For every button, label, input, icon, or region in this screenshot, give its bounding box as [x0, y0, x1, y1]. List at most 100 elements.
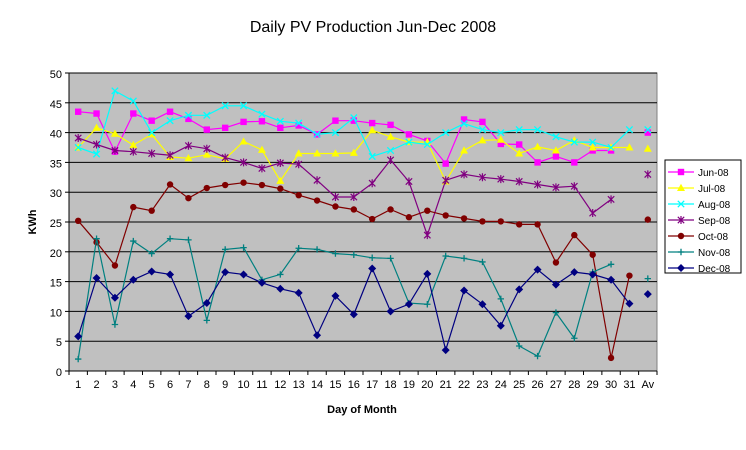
data-point [350, 117, 358, 124]
x-tick-label: 18 [384, 379, 396, 391]
data-point [404, 300, 413, 309]
data-point [368, 126, 377, 134]
x-tick-label: 20 [421, 379, 433, 391]
data-point [644, 170, 652, 179]
data-point [203, 144, 211, 153]
data-point [424, 301, 431, 308]
legend-box [664, 159, 742, 274]
y-tick-label: 25 [50, 218, 62, 230]
x-tick-label: 2 [94, 379, 100, 391]
data-point [460, 255, 468, 262]
series-aug-08 [74, 87, 652, 161]
data-point [478, 136, 487, 144]
series-layer [74, 87, 652, 363]
data-point [552, 309, 560, 316]
data-point [368, 215, 376, 223]
data-point [588, 270, 597, 279]
x-tick-label: 16 [348, 379, 360, 391]
data-point [148, 250, 155, 257]
legend-label: Nov-08 [698, 248, 731, 259]
data-point [92, 123, 101, 131]
data-point [332, 117, 339, 124]
data-point [460, 170, 468, 179]
data-point [277, 124, 284, 132]
legend-item: Nov-08 [668, 248, 731, 259]
x-tick-label: 9 [222, 379, 228, 391]
series-line [77, 238, 612, 360]
data-point [221, 102, 229, 110]
data-point [129, 147, 137, 156]
data-point [295, 160, 303, 169]
data-point [240, 179, 247, 186]
legend-marker [677, 200, 685, 208]
data-point [74, 133, 82, 142]
data-point [92, 140, 101, 149]
data-point [257, 145, 266, 153]
data-point [625, 125, 634, 134]
data-point [350, 114, 358, 122]
data-point [460, 215, 468, 222]
data-point [515, 125, 523, 134]
data-point [534, 221, 541, 228]
data-point [424, 207, 431, 214]
data-point [294, 149, 303, 157]
data-point [387, 206, 394, 213]
x-tick-label: 19 [403, 379, 415, 391]
x-tick-label: 6 [167, 379, 173, 391]
data-point [276, 117, 284, 125]
data-point [221, 124, 229, 132]
data-point [74, 332, 83, 341]
legend: Jun-08 Jul-08 Aug-08 Sep-08 Oct-08 Nov-08 Dec-… [664, 159, 742, 275]
data-point [331, 291, 340, 300]
x-tick-label: 24 [495, 379, 507, 391]
data-point [478, 173, 487, 182]
data-point [130, 203, 137, 211]
data-point [405, 214, 413, 221]
data-point [497, 218, 505, 225]
data-point [221, 268, 230, 277]
x-tick-label: Av [641, 379, 654, 391]
data-point [129, 140, 138, 149]
x-axis-title: Day of Month [327, 404, 397, 416]
x-tick-label: 7 [185, 379, 191, 391]
data-point [551, 280, 560, 289]
data-point [277, 271, 284, 278]
data-point [607, 354, 615, 362]
data-point [202, 299, 211, 308]
data-point [294, 288, 303, 297]
data-point [148, 117, 155, 124]
data-point [368, 254, 376, 261]
data-point [570, 138, 578, 146]
data-point [74, 143, 82, 152]
data-point [368, 119, 376, 127]
data-point [184, 141, 193, 150]
data-point [571, 159, 578, 166]
data-point [515, 285, 524, 294]
data-point [166, 151, 174, 160]
data-point [258, 118, 266, 125]
data-point [441, 346, 450, 355]
data-point [92, 150, 101, 158]
x-tick-label: 14 [311, 379, 323, 391]
data-point [239, 158, 248, 167]
data-point [295, 122, 302, 129]
legend-label: Jul-08 [698, 184, 726, 195]
data-point [497, 175, 505, 184]
data-point [644, 129, 652, 136]
data-point [442, 212, 449, 219]
data-point [460, 116, 468, 123]
x-tick-label: 21 [440, 379, 452, 391]
data-point [479, 118, 486, 126]
data-point [295, 119, 303, 127]
x-tick-label: 23 [476, 379, 488, 391]
data-point [331, 149, 340, 157]
data-point [588, 143, 597, 151]
data-point [147, 130, 156, 138]
data-point [166, 108, 174, 115]
data-point [497, 128, 505, 137]
data-point [203, 111, 211, 119]
y-tick-label: 10 [50, 307, 62, 319]
legend-item: Dec-08 [668, 264, 731, 275]
data-point [258, 110, 266, 118]
